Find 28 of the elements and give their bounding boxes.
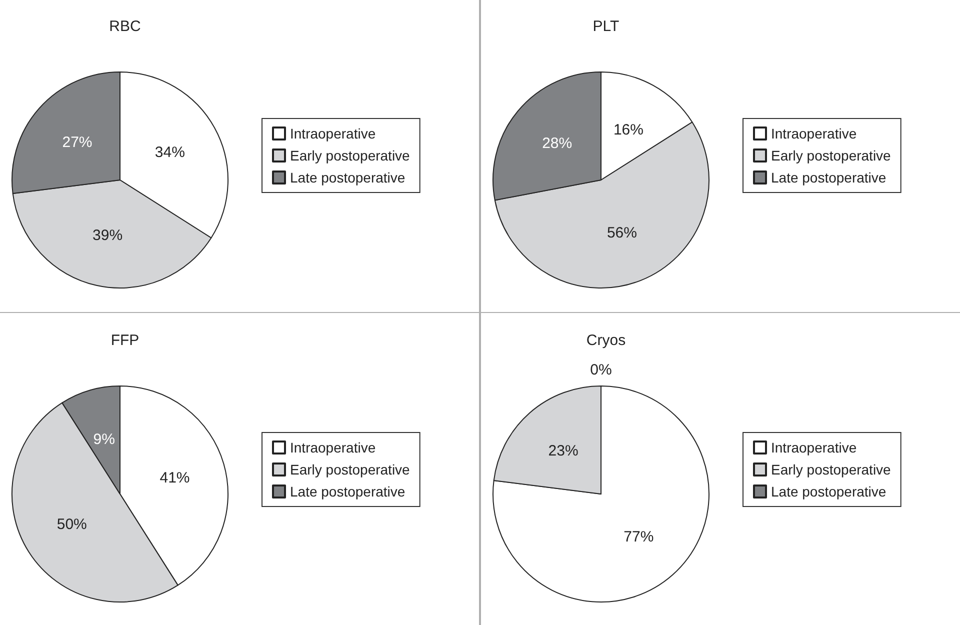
data-label: 39%	[92, 227, 123, 244]
data-label: 16%	[613, 122, 644, 139]
legend-label: Intraoperative	[771, 126, 857, 142]
chart-title: FFP	[110, 332, 140, 349]
data-label: 28%	[542, 135, 572, 152]
chart-title: RBC	[109, 18, 141, 35]
legend-label: Late postoperative	[290, 484, 406, 500]
data-label: 23%	[548, 442, 578, 460]
legend-label: Early postoperative	[290, 462, 410, 478]
chart-title: PLT	[592, 18, 620, 35]
data-label: 77%	[624, 528, 654, 546]
data-label: 50%	[56, 516, 87, 534]
text: 0%	[590, 362, 612, 378]
legend-label: Late postoperative	[290, 170, 406, 186]
data-label: 56%	[606, 224, 637, 242]
legend-label: Late postoperative	[771, 170, 886, 186]
legend-label: Early postoperative	[771, 148, 892, 164]
data-label: 27%	[62, 134, 92, 151]
legend-label: Intraoperative	[771, 440, 857, 456]
legend-label: Intraoperative	[290, 126, 376, 142]
legend-label: Late postoperative	[771, 484, 886, 500]
data-label: 9%	[93, 430, 115, 448]
legend-label: Early postoperative	[290, 148, 410, 164]
data-label: 34%	[154, 144, 185, 162]
data-label: 41%	[160, 470, 190, 487]
legend-label: Early postoperative	[771, 462, 892, 478]
chart-title: Cryos	[586, 332, 626, 349]
legend-label: Intraoperative	[290, 440, 376, 456]
